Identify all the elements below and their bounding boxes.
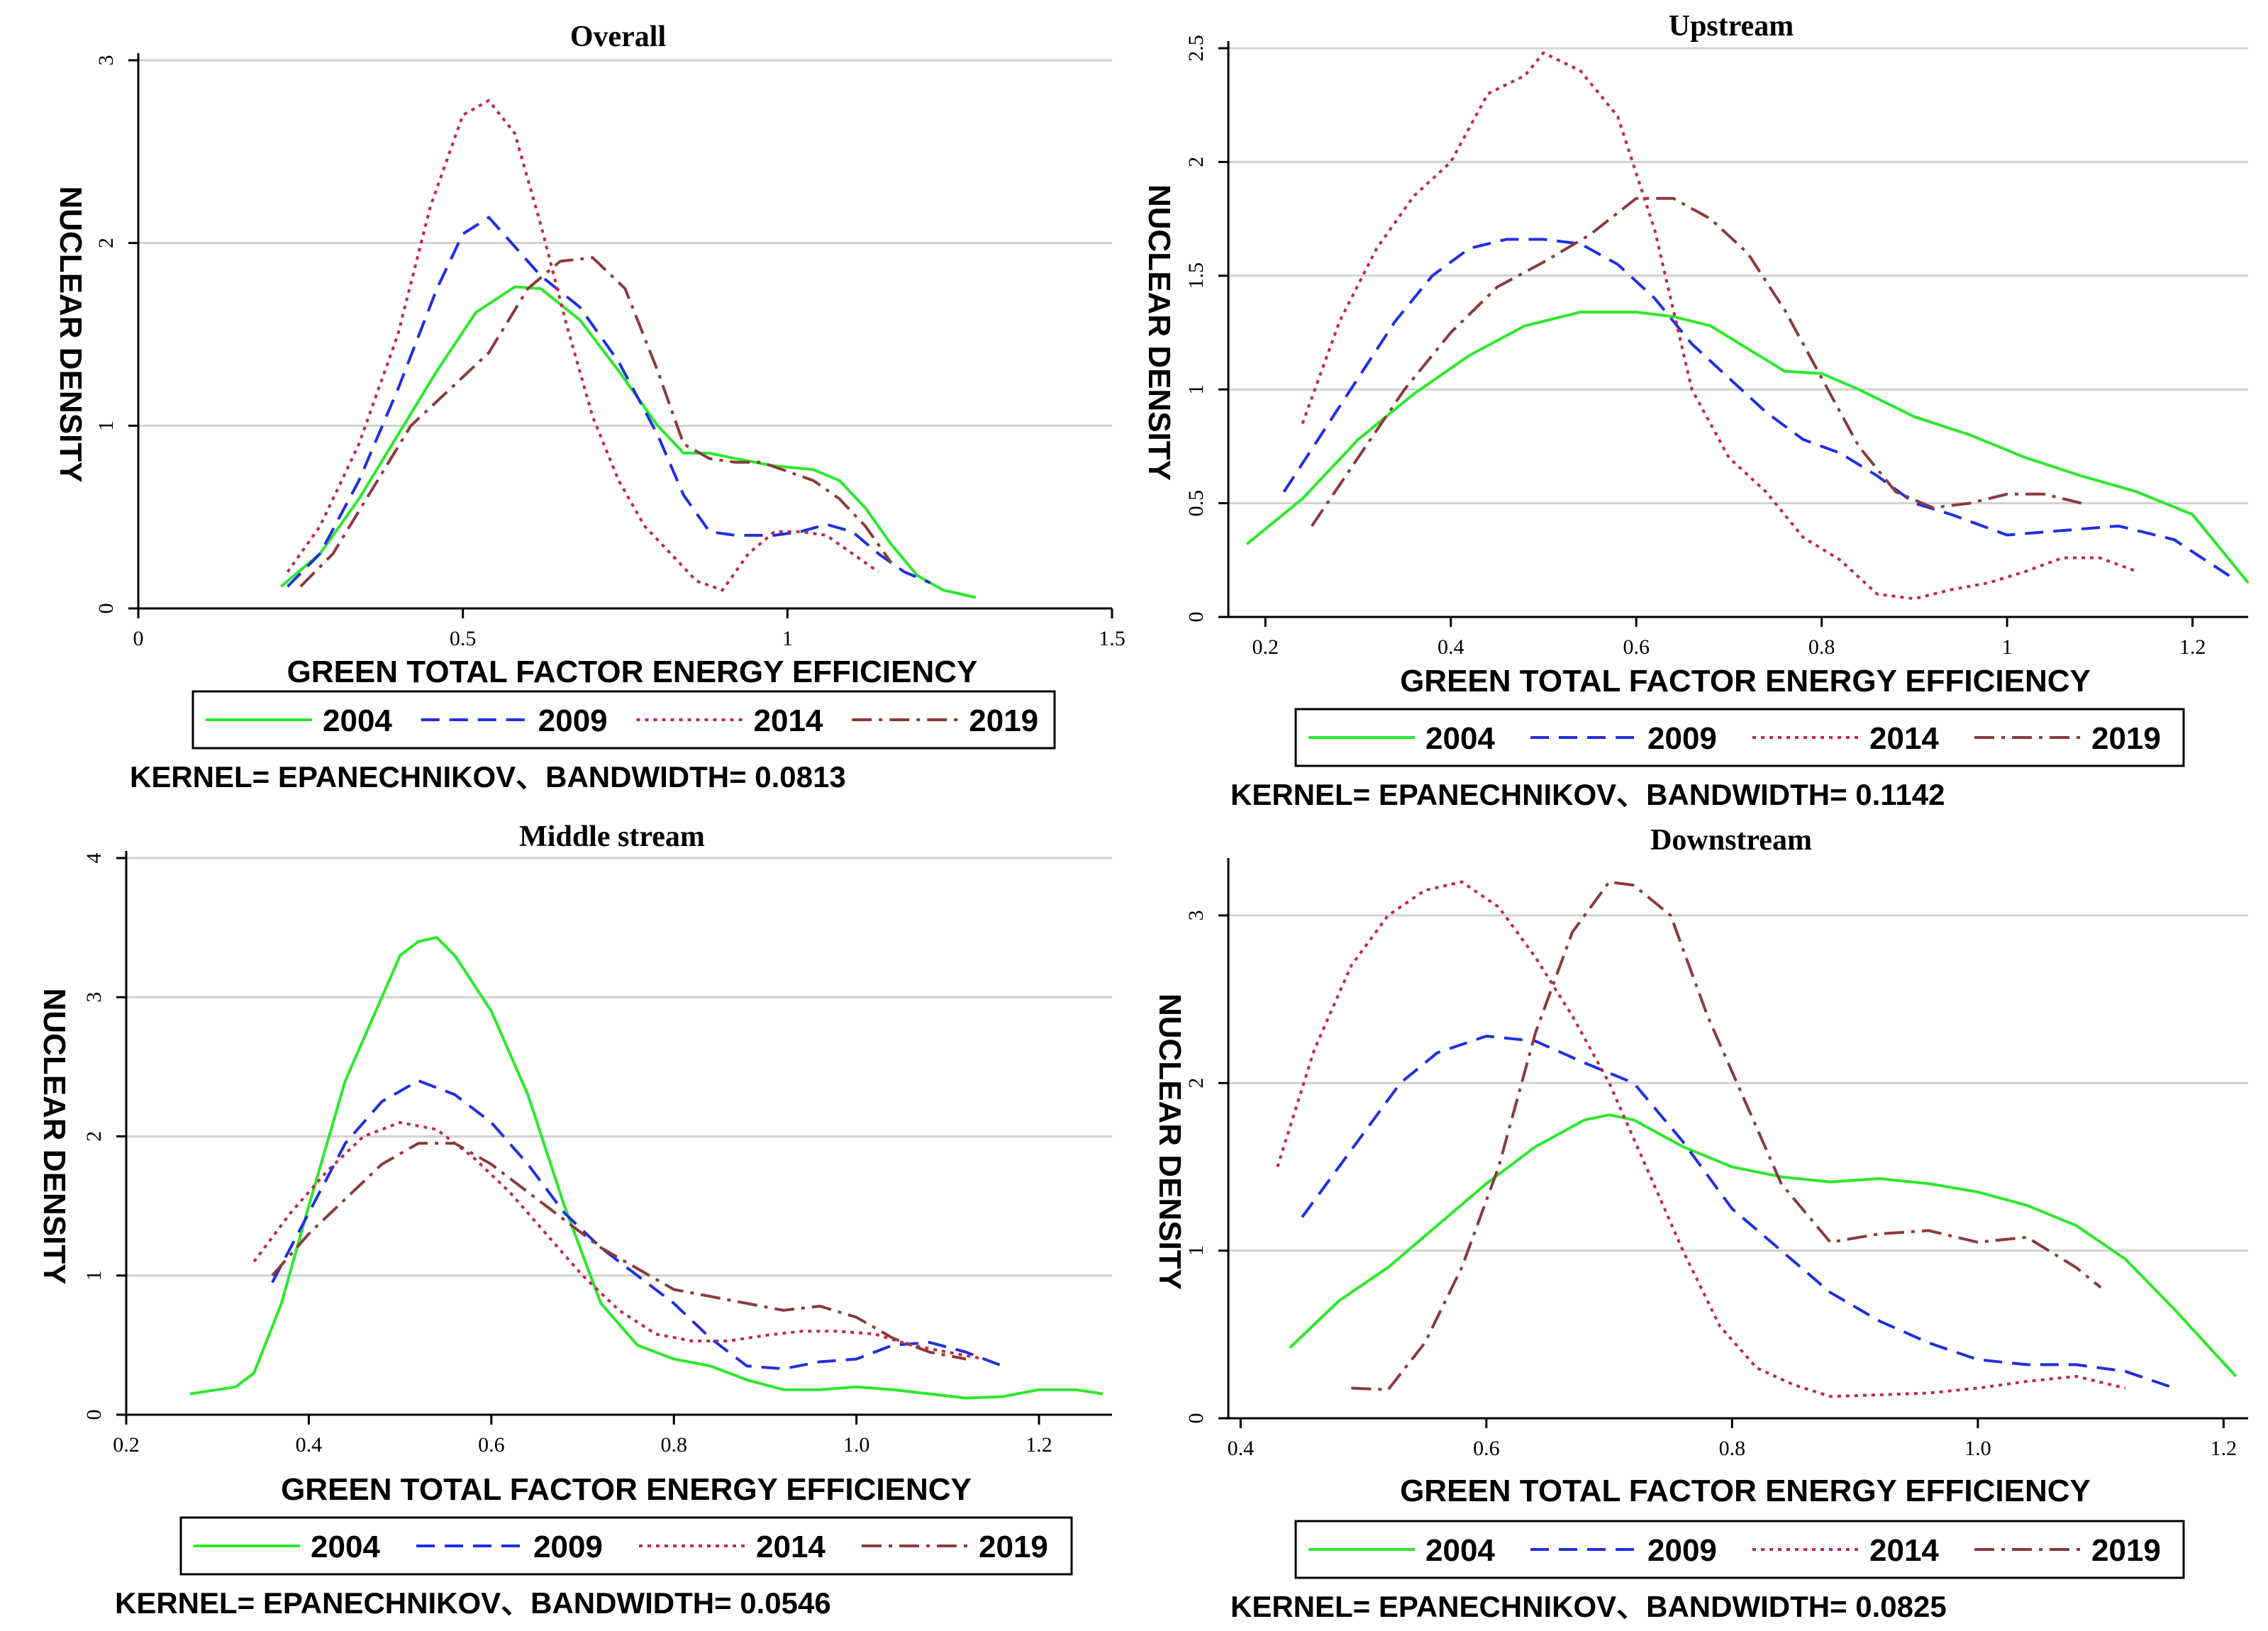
chart-title: Middle stream [519,820,705,853]
series-line-2009 [1282,238,2230,577]
x-tick-label: 1.5 [1099,627,1125,650]
series-line-2004 [1289,1113,2238,1378]
series-line-2009 [287,216,931,588]
legend-label: 2004 [1425,1533,1495,1568]
y-tick-label: 2 [82,1131,106,1142]
legend-label: 2014 [1869,1533,1939,1568]
x-tick-label: 1.2 [2179,635,2206,659]
legend-label: 2019 [979,1530,1048,1564]
y-tick-label: 3 [94,55,118,66]
y-tick-label: 0.5 [1184,490,1208,517]
x-tick-label: 1 [782,627,793,650]
legend-label: 2009 [1647,1533,1717,1568]
y-tick-label: 1 [82,1270,106,1281]
legend-label: 2009 [1647,721,1717,756]
y-tick-label: 1.5 [1184,262,1208,289]
x-axis-label: GREEN TOTAL FACTOR ENERGY EFFICIENCY [287,655,978,689]
y-axis-label: NUCLEAR DENSITY [37,988,72,1284]
series-line-2009 [271,1079,1004,1371]
y-tick-label: 3 [1184,910,1208,920]
x-tick-label: 0.4 [1228,1437,1255,1460]
x-tick-label: 0.8 [1719,1437,1746,1460]
legend-box [179,1516,1073,1576]
kernel-note: KERNEL= EPANECHNIKOV、BANDWIDTH= 0.0825 [1230,1590,1947,1623]
chart-panel: 0 0.5 1 1.5 2 2.5 0.2 0.4 0.6 0.8 1 1.2 Upstream GREE… [1142,10,2250,811]
y-tick-label: 0 [1184,612,1208,623]
legend-label: 2014 [1869,721,1939,756]
y-axis-label: NUCLEAR DENSITY [1152,993,1187,1290]
legend-label: 2009 [538,703,608,738]
series-line-2004 [280,285,977,599]
chart-panel: 0 1 2 3 0 0.5 1 1.5 Overall GREEN TOTAL FACTOR EN… [53,21,1125,794]
x-axis-label: GREEN TOTAL FACTOR ENERGY EFFICIENCY [1400,664,2091,698]
x-axis-label: GREEN TOTAL FACTOR ENERGY EFFICIENCY [281,1472,972,1507]
legend-box [1294,708,2185,767]
series-line-2014 [1276,880,2126,1398]
y-tick-label: 3 [82,992,106,1003]
y-axis-label: NUCLEAR DENSITY [1142,184,1177,481]
legend-box [191,690,1056,750]
y-tick-label: 1 [94,421,118,431]
x-tick-label: 0.6 [478,1433,505,1457]
y-axis-label: NUCLEAR DENSITY [53,186,88,482]
series-line-2014 [252,1120,985,1361]
series-line-2014 [1301,51,2138,601]
chart-panel: 0 1 2 3 0.4 0.6 0.8 1.0 1.2 Downstream GREEN TOTAL… [1152,824,2248,1623]
y-tick-label: 4 [82,853,106,864]
series-line-2019 [271,1142,967,1361]
chart-panel: 0 1 2 3 4 0.2 0.4 0.6 0.8 1.0 1.2 Middle stream GREE… [37,820,1112,1620]
x-tick-label: 0.2 [113,1433,140,1457]
chart-title: Downstream [1650,824,1812,857]
legend-label: 2004 [323,703,392,738]
legend-label: 2004 [1425,721,1495,756]
x-tick-label: 0.4 [296,1433,323,1457]
y-tick-label: 0 [1184,1413,1208,1424]
legend-label: 2019 [2091,721,2161,756]
legend-label: 2004 [311,1530,380,1564]
legend-label: 2014 [754,703,823,738]
x-tick-label: 0.5 [450,627,477,650]
y-tick-label: 2.5 [1184,35,1208,62]
series-line-2019 [1351,880,2102,1391]
x-axis-label: GREEN TOTAL FACTOR ENERGY EFFICIENCY [1400,1474,2091,1508]
x-tick-label: 1.2 [1025,1433,1052,1457]
y-tick-label: 0 [94,603,118,614]
x-tick-label: 0.8 [1808,635,1835,659]
legend-label: 2019 [969,703,1038,738]
x-tick-label: 1.0 [1964,1437,1991,1460]
y-tick-label: 1 [1184,1245,1208,1256]
legend-label: 2019 [2091,1533,2161,1568]
y-tick-label: 1 [1184,384,1208,395]
legend-box [1294,1520,2185,1579]
x-tick-label: 0.6 [1623,635,1650,659]
series-line-2019 [1311,196,2082,527]
legend-label: 2009 [533,1530,603,1564]
x-tick-label: 0.6 [1473,1437,1500,1460]
series-line-2019 [299,256,893,588]
x-tick-label: 1.2 [2211,1437,2238,1460]
series-line-2004 [1245,311,2250,584]
x-tick-label: 0.2 [1252,635,1279,659]
x-tick-label: 0.4 [1438,635,1464,659]
x-tick-label: 0.8 [660,1433,687,1457]
chart-title: Overall [570,21,666,53]
x-tick-label: 1.0 [843,1433,870,1457]
y-tick-label: 2 [1184,157,1208,167]
legend-label: 2014 [756,1530,826,1564]
x-tick-label: 1 [2002,635,2013,659]
y-tick-label: 2 [94,238,118,248]
y-tick-label: 0 [82,1410,106,1420]
x-tick-label: 0 [133,627,144,650]
series-line-2009 [1301,1035,2175,1390]
kernel-note: KERNEL= EPANECHNIKOV、BANDWIDTH= 0.0546 [115,1586,831,1620]
chart-title: Upstream [1669,10,1794,43]
kernel-note: KERNEL= EPANECHNIKOV、BANDWIDTH= 0.1142 [1230,778,1945,811]
y-tick-label: 2 [1184,1078,1208,1089]
kernel-note: KERNEL= EPANECHNIKOV、BANDWIDTH= 0.0813 [130,760,846,794]
